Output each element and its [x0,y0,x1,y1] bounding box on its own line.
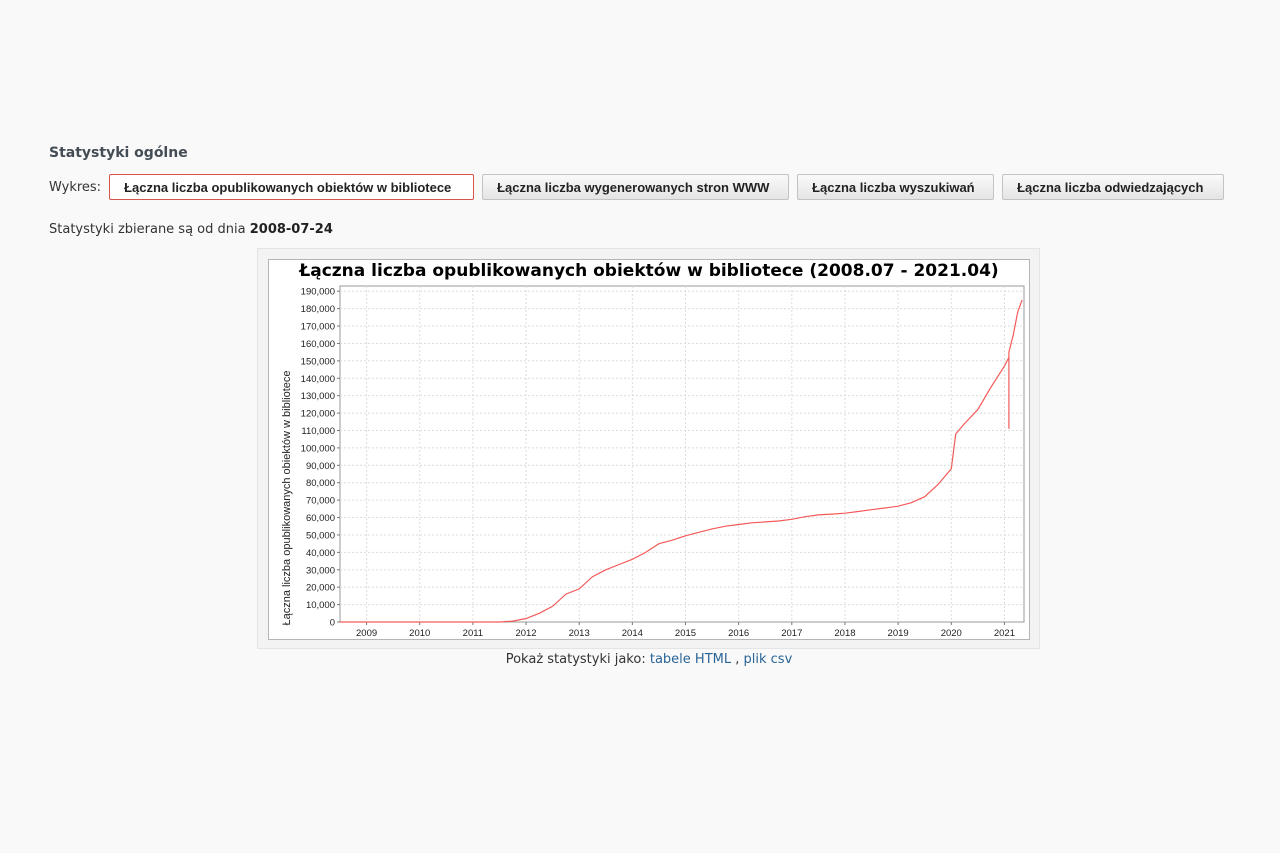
stats-since-line: Statystyki zbierane są od dnia 2008-07-2… [49,222,333,237]
x-tick-label: 2010 [409,628,430,639]
x-tick-label: 2016 [728,628,749,639]
y-tick-label: 60,000 [306,513,335,524]
y-tick-label: 160,000 [301,339,335,350]
y-tick-label: 110,000 [301,426,335,437]
y-tick-label: 70,000 [306,496,335,507]
x-tick-label: 2014 [622,628,643,639]
chart-button-generated-pages[interactable]: Łączna liczba wygenerowanych stron WWW [482,174,790,200]
y-tick-label: 150,000 [301,356,335,367]
y-tick-label: 90,000 [306,461,335,472]
y-tick-label: 130,000 [301,391,335,402]
stats-since-date: 2008-07-24 [249,222,333,237]
y-tick-label: 170,000 [301,322,335,333]
x-tick-label: 2017 [781,628,802,639]
y-tick-label: 50,000 [306,530,335,541]
x-tick-label: 2020 [941,628,962,639]
chart-picker-label: Wykres: [49,179,102,195]
chart-picker: Wykres: Łączna liczba opublikowanych obi… [49,174,1232,200]
chart-plot: 0 10,000 20,000 30,000 40,000 50,000 60,000 70,… [301,285,1025,639]
y-tick-label: 40,000 [306,548,335,559]
x-tick-label: 2015 [675,628,696,639]
chart-button-searches[interactable]: Łączna liczba wyszukiwań [797,174,995,200]
x-tick-label: 2011 [463,628,483,639]
x-tick-label: 2012 [515,628,536,639]
y-tick-label: 0 [330,618,335,629]
y-tick-label: 10,000 [306,600,335,611]
y-tick-label: 120,000 [301,409,335,420]
html-table-link[interactable]: tabele HTML [649,652,732,667]
x-tick-label: 2013 [569,628,590,639]
x-tick-label: 2018 [834,628,855,639]
show-as-separator: , [735,652,740,667]
series-line [340,299,1023,623]
show-as-line: Pokaż statystyki jako: tabele HTML , pli… [0,652,1280,667]
chart-title: Łączna liczba opublikowanych obiektów w … [299,261,999,281]
y-tick-label: 100,000 [301,443,335,454]
chart-button-visitors[interactable]: Łączna liczba odwiedzających [1002,174,1225,200]
y-tick-label: 30,000 [306,565,335,576]
chart-canvas: Łączna liczba opublikowanych obiektów w … [268,259,1030,640]
show-as-prefix: Pokaż statystyki jako: [505,652,646,667]
y-tick-label: 140,000 [301,374,335,385]
y-tick-label: 20,000 [306,583,335,594]
y-tick-label: 180,000 [301,304,335,315]
chart-frame: Łączna liczba opublikowanych obiektów w … [257,248,1040,649]
x-tick-label: 2009 [356,628,377,639]
x-tick-label: 2019 [888,628,909,639]
csv-file-link[interactable]: plik csv [743,652,793,667]
chart-button-published-objects[interactable]: Łączna liczba opublikowanych obiektów w … [109,174,475,200]
x-tick-label: 2021 [994,628,1015,639]
y-tick-label: 190,000 [301,287,335,298]
stats-since-text: Statystyki zbierane są od dnia [49,222,246,237]
y-tick-label: 80,000 [306,478,335,489]
section-title: Statystyki ogólne [49,145,188,161]
plot-area [339,285,1025,623]
